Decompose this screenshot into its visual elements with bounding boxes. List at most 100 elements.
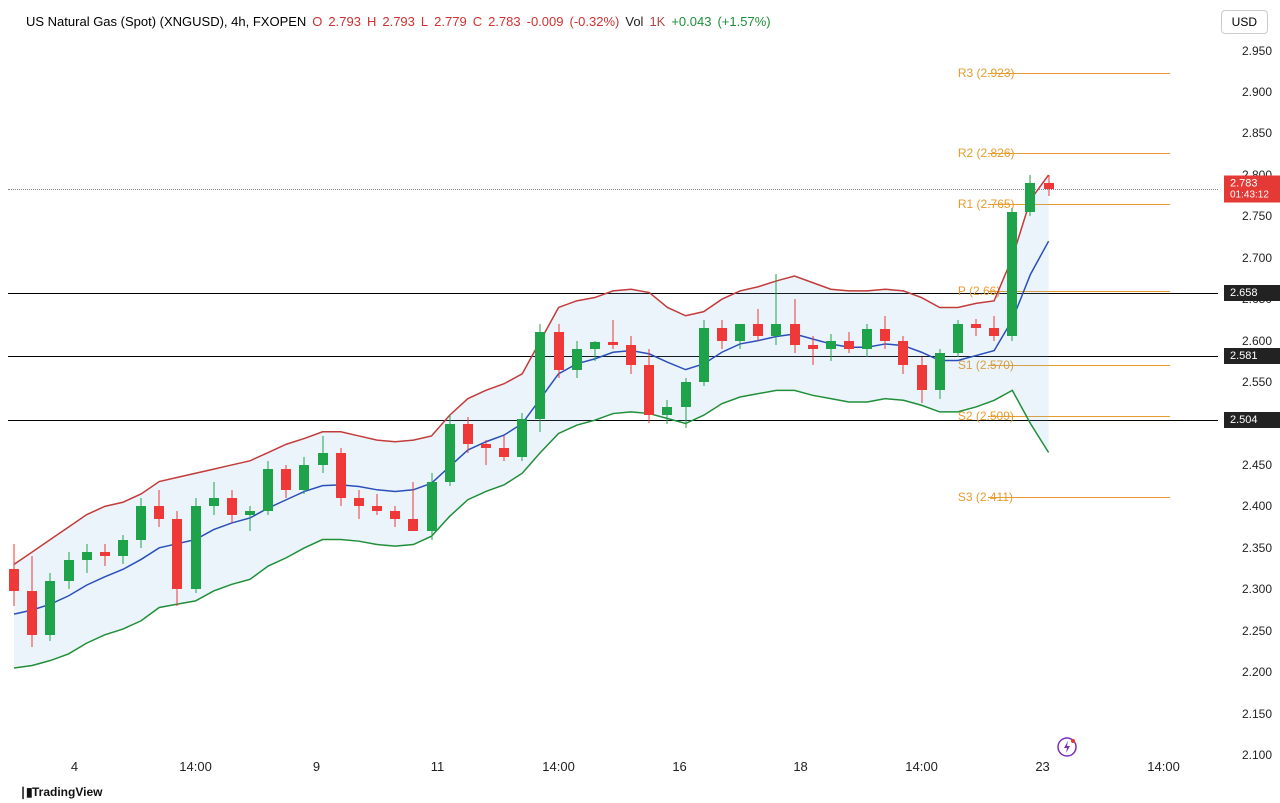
candle[interactable] [681, 34, 691, 755]
candle[interactable] [517, 34, 527, 755]
candle[interactable] [572, 34, 582, 755]
candle[interactable] [1044, 34, 1054, 755]
y-tick: 2.150 [1242, 707, 1272, 721]
y-tick: 2.200 [1242, 665, 1272, 679]
candle[interactable] [808, 34, 818, 755]
candle[interactable] [263, 34, 273, 755]
ohlc-l-label: L [421, 14, 428, 29]
candle[interactable] [336, 34, 346, 755]
candle[interactable] [844, 34, 854, 755]
candle[interactable] [427, 34, 437, 755]
candle[interactable] [299, 34, 309, 755]
y-tick: 2.550 [1242, 375, 1272, 389]
ohlc-o-label: O [312, 14, 322, 29]
level-label: 2.581 [1224, 348, 1280, 364]
candle[interactable] [27, 34, 37, 755]
y-tick: 2.900 [1242, 85, 1272, 99]
candle[interactable] [898, 34, 908, 755]
candle[interactable] [481, 34, 491, 755]
x-tick: 9 [313, 759, 320, 774]
lightning-icon[interactable] [1057, 737, 1077, 757]
y-tick: 2.850 [1242, 126, 1272, 140]
x-tick: 14:00 [542, 759, 575, 774]
level-label: 2.658 [1224, 285, 1280, 301]
candle[interactable] [1025, 34, 1035, 755]
y-tick: 2.750 [1242, 209, 1272, 223]
candle[interactable] [590, 34, 600, 755]
candle[interactable] [281, 34, 291, 755]
candle[interactable] [82, 34, 92, 755]
y-tick: 2.400 [1242, 499, 1272, 513]
candle[interactable] [717, 34, 727, 755]
candle[interactable] [154, 34, 164, 755]
candle[interactable] [699, 34, 709, 755]
ohlc-c-label: C [473, 14, 482, 29]
x-tick: 14:00 [1147, 759, 1180, 774]
candle[interactable] [989, 34, 999, 755]
candle[interactable] [354, 34, 364, 755]
candle[interactable] [118, 34, 128, 755]
candle[interactable] [191, 34, 201, 755]
candle[interactable] [245, 34, 255, 755]
x-tick: 4 [71, 759, 78, 774]
x-tick: 14:00 [905, 759, 938, 774]
candle[interactable] [753, 34, 763, 755]
candle[interactable] [408, 34, 418, 755]
ohlc-c-val: 2.783 [488, 14, 521, 29]
candle[interactable] [917, 34, 927, 755]
candle[interactable] [935, 34, 945, 755]
chart-header: US Natural Gas (Spot) (XNGUSD), 4h, FXOP… [26, 14, 771, 29]
candle[interactable] [662, 34, 672, 755]
price-chart[interactable]: R3 (2.923)R2 (2.826)R1 (2.765)P (2.66)S1… [8, 34, 1218, 755]
candle[interactable] [390, 34, 400, 755]
y-tick: 2.600 [1242, 334, 1272, 348]
chg-pct: (-0.32%) [570, 14, 620, 29]
x-tick: 14:00 [179, 759, 212, 774]
x-axis[interactable]: 414:0091114:00161814:002314:00 [8, 759, 1218, 779]
candle[interactable] [100, 34, 110, 755]
candle[interactable] [790, 34, 800, 755]
symbol-title[interactable]: US Natural Gas (Spot) (XNGUSD), 4h, FXOP… [26, 14, 306, 29]
candle[interactable] [45, 34, 55, 755]
price-label: 2.78301:43:12 [1224, 175, 1280, 202]
currency-button[interactable]: USD [1221, 10, 1268, 34]
ohlc-o-val: 2.793 [328, 14, 361, 29]
candle[interactable] [554, 34, 564, 755]
candle[interactable] [535, 34, 545, 755]
x-tick: 18 [793, 759, 807, 774]
candle[interactable] [826, 34, 836, 755]
ohlc-h-label: H [367, 14, 376, 29]
candle[interactable] [9, 34, 19, 755]
y-axis[interactable]: 2.1002.1502.2002.2502.3002.3502.4002.450… [1218, 34, 1280, 755]
candle[interactable] [862, 34, 872, 755]
candle[interactable] [953, 34, 963, 755]
y-tick: 2.700 [1242, 251, 1272, 265]
candle[interactable] [608, 34, 618, 755]
y-tick: 2.300 [1242, 582, 1272, 596]
vol-label: Vol [625, 14, 643, 29]
y-tick: 2.950 [1242, 44, 1272, 58]
indicator-val: +0.043 [671, 14, 711, 29]
candle[interactable] [735, 34, 745, 755]
ohlc-h-val: 2.793 [382, 14, 415, 29]
candle[interactable] [771, 34, 781, 755]
candle[interactable] [172, 34, 182, 755]
last-price: 2.783 [1230, 177, 1274, 189]
vol-val: 1K [649, 14, 665, 29]
tradingview-logo[interactable]: TradingView [18, 785, 102, 799]
candle[interactable] [971, 34, 981, 755]
candle[interactable] [626, 34, 636, 755]
candle[interactable] [644, 34, 654, 755]
candle[interactable] [318, 34, 328, 755]
candle[interactable] [227, 34, 237, 755]
candle[interactable] [209, 34, 219, 755]
candle[interactable] [136, 34, 146, 755]
candle[interactable] [880, 34, 890, 755]
candle[interactable] [372, 34, 382, 755]
candle[interactable] [445, 34, 455, 755]
candle[interactable] [1007, 34, 1017, 755]
y-tick: 2.250 [1242, 624, 1272, 638]
candle[interactable] [64, 34, 74, 755]
candle[interactable] [499, 34, 509, 755]
candle[interactable] [463, 34, 473, 755]
